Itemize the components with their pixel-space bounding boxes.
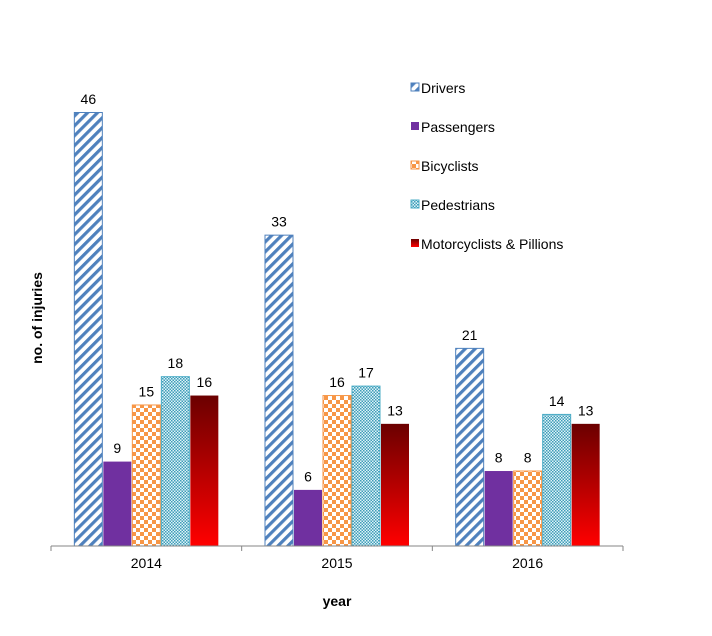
- bar-passengers-2015: [294, 489, 322, 546]
- legend-swatch-pedestrians: [410, 199, 420, 209]
- data-label-drivers-2014: 46: [81, 91, 97, 107]
- bar-drivers-2016: [455, 347, 485, 547]
- legend: Drivers Passengers Bicyclists Pedestrians Mo…: [410, 80, 563, 252]
- data-label-motorcyclists-pillions-2016: 13: [578, 402, 594, 418]
- x-axis-title: year: [323, 593, 352, 609]
- legend-label-pedestrians: Pedestrians: [421, 197, 495, 213]
- data-label-pedestrians-2015: 17: [358, 365, 374, 381]
- legend-swatch-passengers: [411, 122, 419, 130]
- legend-swatch-motorcyclists-pillions: [411, 239, 419, 247]
- data-label-drivers-2016: 21: [462, 327, 478, 343]
- bar-drivers-2015: [264, 234, 294, 547]
- bar-bicyclists-2016: [513, 470, 543, 547]
- legend-swatch-drivers: [410, 82, 420, 92]
- data-label-passengers-2016: 8: [495, 450, 503, 466]
- data-label-passengers-2014: 9: [113, 440, 121, 456]
- data-label-drivers-2015: 33: [271, 214, 287, 230]
- bars-group: [73, 111, 600, 547]
- legend-label-motorcyclists-pillions: Motorcyclists & Pillions: [421, 236, 563, 252]
- x-axis-tick-labels: 2014 2015 2016: [131, 555, 544, 571]
- bar-passengers-2016: [484, 471, 513, 546]
- data-label-bicyclists-2016: 8: [524, 450, 532, 466]
- data-label-bicyclists-2015: 16: [329, 374, 345, 390]
- data-label-pedestrians-2016: 14: [549, 393, 565, 409]
- bar-pedestrians-2015: [351, 385, 381, 547]
- data-label-motorcyclists-pillions-2014: 16: [197, 374, 213, 390]
- data-label-pedestrians-2014: 18: [168, 355, 184, 371]
- bar-bicyclists-2015: [322, 395, 352, 547]
- x-axis-ticks: [50, 546, 624, 551]
- bar-motorcyclists-pillions-2014: [190, 395, 219, 546]
- legend-swatch-bicyclists: [410, 160, 420, 170]
- x-tick-label-2015: 2015: [321, 555, 352, 571]
- bar-motorcyclists-pillions-2016: [571, 423, 600, 546]
- bar-motorcyclists-pillions-2015: [381, 423, 409, 546]
- x-tick-label-2016: 2016: [512, 555, 543, 571]
- bar-drivers-2014: [73, 111, 103, 547]
- bar-pedestrians-2016: [542, 413, 572, 547]
- data-label-bicyclists-2014: 15: [139, 383, 155, 399]
- data-label-motorcyclists-pillions-2015: 13: [387, 402, 403, 418]
- data-labels-group: 46 9 15 18 16 33 6 16 17 13 21 8 8 14 13: [81, 91, 594, 484]
- bar-bicyclists-2014: [131, 404, 161, 547]
- bar-pedestrians-2014: [160, 376, 190, 547]
- data-label-passengers-2015: 6: [304, 468, 312, 484]
- legend-label-bicyclists: Bicyclists: [421, 158, 479, 174]
- legend-label-passengers: Passengers: [421, 119, 495, 135]
- x-tick-label-2014: 2014: [131, 555, 162, 571]
- bar-passengers-2014: [103, 461, 132, 546]
- y-axis-title: no. of injuries: [29, 272, 45, 364]
- legend-label-drivers: Drivers: [421, 80, 465, 96]
